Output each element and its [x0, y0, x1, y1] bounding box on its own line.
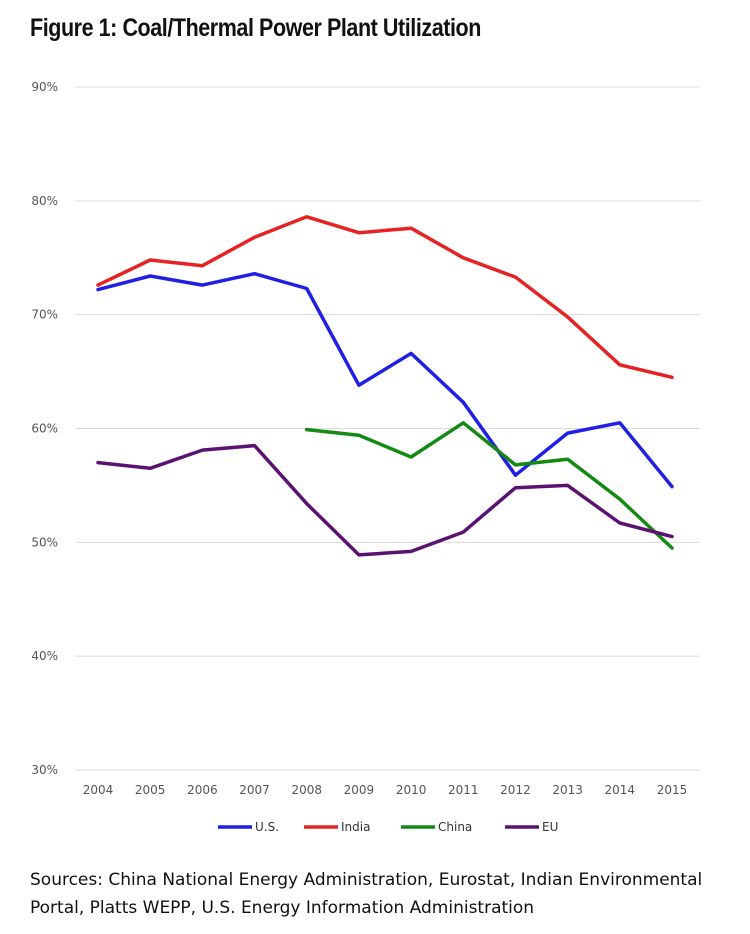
- legend-label-india: India: [341, 820, 370, 834]
- x-tick-label: 2007: [239, 783, 270, 797]
- y-tick-label: 50%: [31, 535, 58, 549]
- y-tick-label: 30%: [31, 763, 58, 777]
- series-lines: [96, 215, 674, 557]
- legend-label-eu: EU: [542, 820, 558, 834]
- y-axis-tick-labels: 30% 40% 50% 60% 70% 80% 90%: [31, 80, 58, 777]
- line-chart: 30%40%50%60%70%80%90% 2004 2005 2006 2007 20…: [31, 80, 700, 834]
- x-tick-label: 2010: [396, 783, 427, 797]
- x-tick-label: 2005: [135, 783, 166, 797]
- y-tick-label: 80%: [31, 194, 58, 208]
- x-tick-label: 2008: [291, 783, 322, 797]
- x-tick-label: 2012: [500, 783, 531, 797]
- y-tick-label: 90%: [31, 80, 58, 94]
- x-tick-label: 2009: [344, 783, 375, 797]
- gridlines: [75, 86, 700, 771]
- series-line-india: [96, 215, 674, 380]
- series-line-us: [96, 271, 674, 489]
- x-tick-label: 2004: [83, 783, 114, 797]
- legend-label-us: U.S.: [255, 820, 279, 834]
- y-tick-label: 40%: [31, 649, 58, 663]
- chart-title: Figure 1: Coal/Thermal Power Plant Utili…: [30, 14, 481, 42]
- x-tick-label: 2015: [657, 783, 688, 797]
- sources-note: Sources: China National Energy Administr…: [30, 870, 703, 918]
- y-tick-label: 70%: [31, 308, 58, 322]
- y-tick-label: 60%: [31, 422, 58, 436]
- legend-label-china: China: [438, 820, 472, 834]
- x-axis-tick-labels: 2004 2005 2006 2007 2008 2009 2010 2011 2012 2013…: [83, 783, 688, 797]
- x-tick-label: 2014: [605, 783, 636, 797]
- series-line-eu: [96, 443, 674, 557]
- x-tick-label: 2013: [552, 783, 583, 797]
- x-tick-label: 2006: [187, 783, 218, 797]
- series-line-china: [304, 421, 674, 550]
- x-tick-label: 2011: [448, 783, 479, 797]
- legend: U.S. India China EU: [218, 820, 558, 834]
